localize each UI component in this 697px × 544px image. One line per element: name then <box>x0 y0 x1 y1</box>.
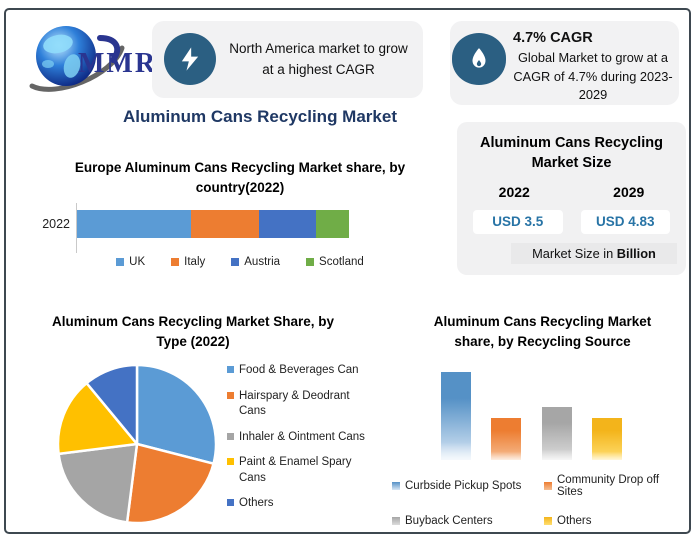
legend-label: Buyback Centers <box>405 515 493 527</box>
callout-north-america-text: North America market to grow at a highes… <box>229 40 408 77</box>
stacked-segment-italy <box>191 210 260 238</box>
market-size-panel: Aluminum Cans Recycling Market Size 2022… <box>457 122 686 275</box>
legend-item: Scotland <box>306 256 364 268</box>
europe-row-label: 2022 <box>42 217 70 231</box>
source-bar-3 <box>591 418 622 460</box>
legend-item: Inhaler & Ointment Cans <box>227 430 397 446</box>
legend-label: Food & Beverages Can <box>239 364 359 376</box>
legend-item: Curbside Pickup Spots <box>392 474 544 498</box>
europe-chart-axis <box>76 203 77 253</box>
legend-swatch-paint-enamel <box>227 458 234 466</box>
note-prefix: Market Size in <box>532 246 617 261</box>
legend-label: Austria <box>244 256 281 268</box>
pie-slice-1 <box>125 442 215 525</box>
legend-swatch-curbside <box>392 482 400 490</box>
legend-item: Italy <box>171 256 205 268</box>
lightning-icon <box>164 33 216 85</box>
market-size-values: USD 3.5 USD 4.83 <box>473 210 670 234</box>
legend-item: UK <box>116 256 145 268</box>
legend-item: Food & Beverages Can <box>227 363 397 379</box>
year-2029-label: 2029 <box>613 184 645 200</box>
pie-chart-title: Aluminum Cans Recycling Market Share, by… <box>51 314 335 350</box>
source-bar-chart <box>441 370 622 460</box>
legend-swatch-food-beverages <box>227 366 234 373</box>
flame-icon <box>452 33 506 85</box>
value-2022: USD 3.5 <box>473 210 563 234</box>
pie-legend: Food & Beverages Can Hairspary & Deodran… <box>227 363 397 522</box>
legend-label: Hairspary & Deodrant Cans <box>239 389 350 418</box>
source-bar-0 <box>441 372 471 460</box>
pie-slice-4 <box>85 363 139 446</box>
europe-chart-title: Europe Aluminum Cans Recycling Market sh… <box>74 160 406 196</box>
source-bar-1 <box>491 418 522 460</box>
legend-label: Inhaler & Ointment Cans <box>239 430 365 443</box>
legend-item: Paint & Enamel Spary Cans <box>227 455 397 486</box>
legend-swatch-others-type <box>227 499 234 507</box>
legend-label: Others <box>239 497 274 510</box>
cagr-body: Global Market to grow at a CAGR of 4.7% … <box>513 50 673 103</box>
page-title: Aluminum Cans Recycling Market <box>123 107 397 126</box>
mmr-logo: MMR <box>16 12 156 98</box>
source-legend: Curbside Pickup Spots Community Drop off… <box>392 474 684 527</box>
legend-label: UK <box>129 256 146 268</box>
cagr-title: 4.7% CAGR <box>513 30 593 46</box>
europe-stacked-bar <box>77 210 349 238</box>
callout-north-america: North America market to grow at a highes… <box>152 21 423 98</box>
legend-swatch-scotland <box>306 258 315 266</box>
market-size-title: Aluminum Cans Recycling Market Size <box>480 135 663 171</box>
legend-label: Paint & Enamel Spary Cans <box>239 456 352 484</box>
legend-swatch-inhaler-ointment <box>227 432 234 440</box>
market-size-years: 2022 2029 <box>457 184 686 200</box>
legend-label: Italy <box>184 256 206 268</box>
pie-slice-2 <box>57 442 139 524</box>
legend-label: Others <box>557 515 592 527</box>
logo-text: MMR <box>78 48 158 79</box>
page-border <box>4 8 691 534</box>
pie-slice-0 <box>135 363 218 465</box>
legend-swatch-others-source <box>544 517 552 525</box>
market-size-note: Market Size in Billion <box>511 243 677 264</box>
legend-item: Hairspary & Deodrant Cans <box>227 389 397 420</box>
stacked-segment-uk <box>77 210 192 238</box>
legend-item: Austria <box>231 256 280 268</box>
callout-cagr: 4.7% CAGR Global Market to grow at a CAG… <box>450 21 679 105</box>
pie-slice-3 <box>56 381 139 456</box>
legend-label: Scotland <box>319 256 364 268</box>
legend-item: Others <box>227 496 397 512</box>
legend-label: Curbside Pickup Spots <box>405 480 522 492</box>
legend-item: Others <box>544 515 684 527</box>
legend-swatch-community <box>544 482 552 490</box>
legend-swatch-buyback <box>392 517 400 525</box>
globe-icon <box>29 26 125 92</box>
year-2022-label: 2022 <box>498 184 530 200</box>
stacked-segment-scotland <box>316 210 349 238</box>
legend-item: Community Drop off Sites <box>544 474 684 498</box>
legend-swatch-uk <box>116 258 125 266</box>
stacked-segment-austria <box>259 210 317 238</box>
legend-swatch-austria <box>231 258 240 266</box>
legend-item: Buyback Centers <box>392 515 544 527</box>
europe-legend: UK Italy Austria Scotland <box>60 256 420 268</box>
source-bar-2 <box>541 407 572 460</box>
legend-label: Community Drop off Sites <box>557 474 660 498</box>
note-bold: Billion <box>616 246 656 261</box>
source-chart-title: Aluminum Cans Recycling Market share, by… <box>433 314 652 349</box>
pie-chart <box>56 363 218 525</box>
legend-swatch-italy <box>171 258 180 266</box>
legend-swatch-hairspary-deodrant <box>227 391 234 399</box>
value-2029: USD 4.83 <box>580 210 670 234</box>
